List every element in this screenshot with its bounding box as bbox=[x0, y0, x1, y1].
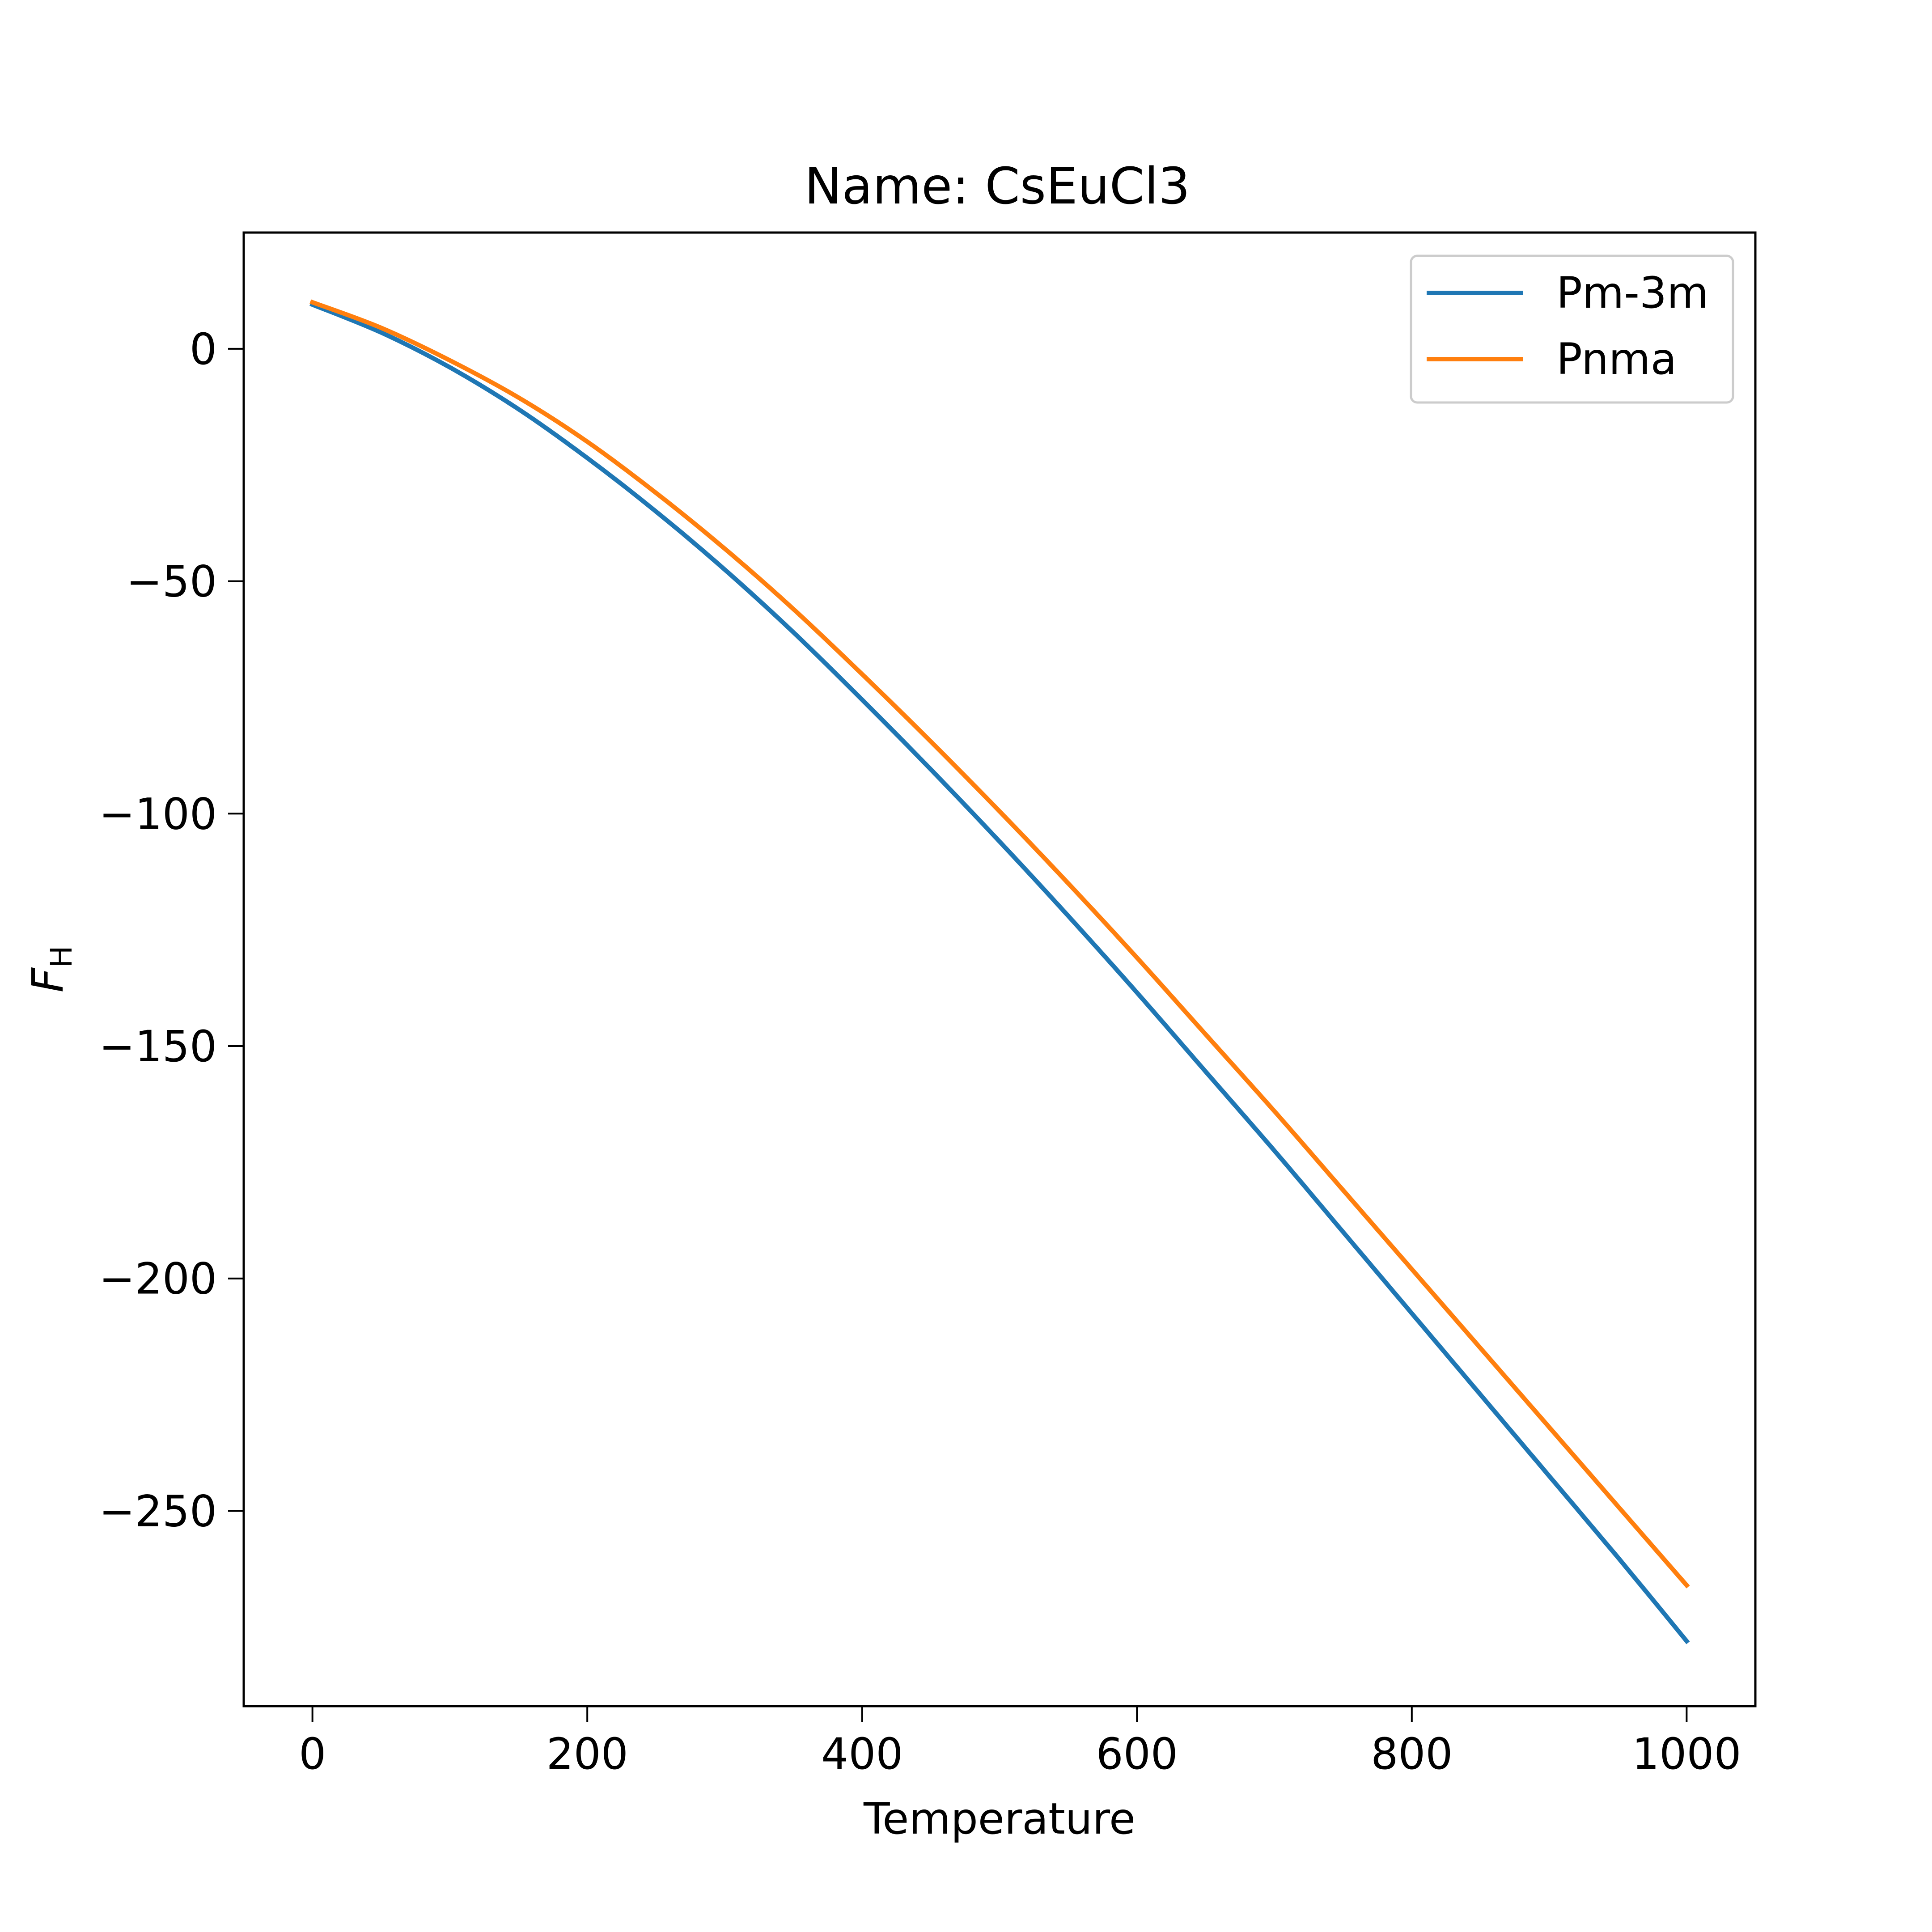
y-axis-label-sub: H bbox=[44, 946, 79, 968]
legend: Pm-3m Pnma bbox=[1410, 254, 1734, 404]
legend-label-pnma: Pnma bbox=[1556, 334, 1677, 384]
y-tick-label: −150 bbox=[99, 1021, 217, 1072]
y-axis-label-main: F bbox=[23, 967, 73, 992]
plot-lines bbox=[309, 299, 1690, 1644]
x-axis-label: Temperature bbox=[863, 1794, 1135, 1844]
x-tick-label: 800 bbox=[1371, 1729, 1453, 1779]
x-tick-label: 0 bbox=[299, 1729, 326, 1779]
plot-frame bbox=[242, 231, 1757, 1707]
x-tick-label: 400 bbox=[821, 1729, 903, 1779]
y-tick-label: 0 bbox=[190, 324, 217, 374]
x-axis-ticks: 0 200 400 600 800 1000 bbox=[299, 1706, 1741, 1779]
x-tick-label: 200 bbox=[547, 1729, 628, 1779]
y-tick-label: −250 bbox=[99, 1486, 217, 1536]
y-axis-ticks: 0 −50 −100 −150 −200 −250 bbox=[99, 324, 244, 1536]
x-tick-label: 600 bbox=[1096, 1729, 1178, 1779]
y-tick-label: −200 bbox=[99, 1254, 217, 1304]
series-line-pm-3m bbox=[309, 301, 1690, 1644]
y-axis-label: FH bbox=[23, 946, 79, 993]
series-line-pnma bbox=[309, 299, 1690, 1589]
y-tick-label: −50 bbox=[126, 557, 217, 607]
legend-label-pm-3m: Pm-3m bbox=[1556, 268, 1709, 318]
chart-title: Name: CsEuCl3 bbox=[805, 157, 1191, 216]
y-tick-label: −100 bbox=[99, 789, 217, 839]
x-tick-label: 1000 bbox=[1632, 1729, 1741, 1779]
